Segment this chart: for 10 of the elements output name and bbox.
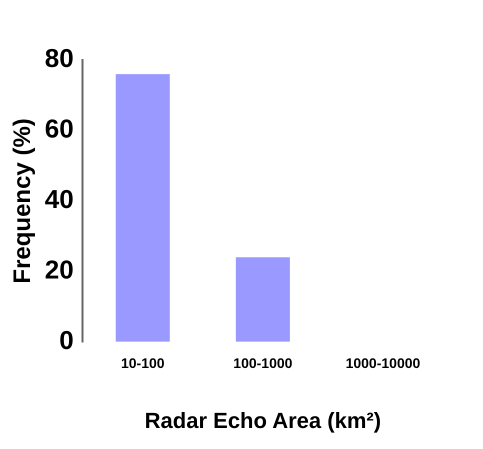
y-tick-label: 80 bbox=[44, 43, 74, 74]
x-axis-title: Radar Echo Area (km²) bbox=[144, 408, 382, 433]
x-tick-label: 10-100 bbox=[120, 355, 165, 372]
y-tick-label: 40 bbox=[44, 184, 74, 214]
x-tick-label: 1000-10000 bbox=[346, 355, 421, 372]
y-tick-label: 20 bbox=[44, 254, 74, 285]
y-tick-label: 0 bbox=[59, 324, 74, 355]
y-axis-title: Frequency (%) bbox=[9, 118, 36, 284]
y-tick-label: 60 bbox=[44, 114, 74, 144]
x-tick-label: 100-1000 bbox=[233, 355, 293, 372]
